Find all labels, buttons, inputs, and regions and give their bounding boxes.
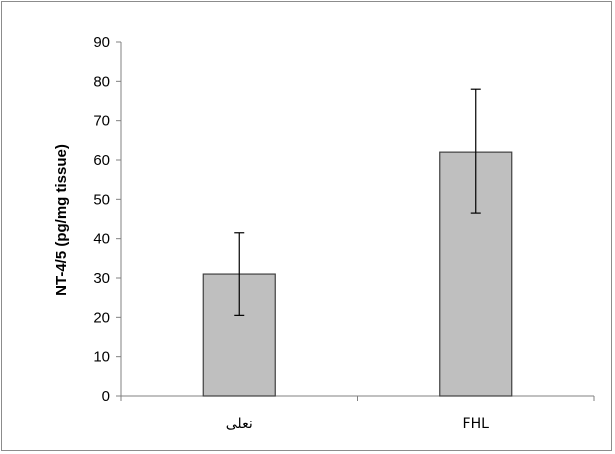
plot-area: 0 10 20 30 40 50 60 70 80 90 نعلی FHL [93, 34, 595, 432]
y-axis-title: NT-4/5 (pg/mg tissue) [53, 144, 70, 296]
y-tick-label: 50 [93, 191, 110, 208]
y-tick-label: 40 [93, 231, 110, 248]
y-tick-label: 0 [102, 388, 110, 405]
y-tick-label: 30 [93, 270, 110, 287]
y-tick-label: 10 [93, 349, 110, 366]
y-tick-label: 90 [93, 34, 110, 51]
y-tick-label: 70 [93, 113, 110, 130]
x-category-label: نعلی [226, 416, 253, 432]
y-tick-label: 80 [93, 73, 110, 90]
y-tick-label: 60 [93, 152, 110, 169]
y-tick-label: 20 [93, 309, 110, 326]
x-category-label: FHL [463, 416, 490, 432]
